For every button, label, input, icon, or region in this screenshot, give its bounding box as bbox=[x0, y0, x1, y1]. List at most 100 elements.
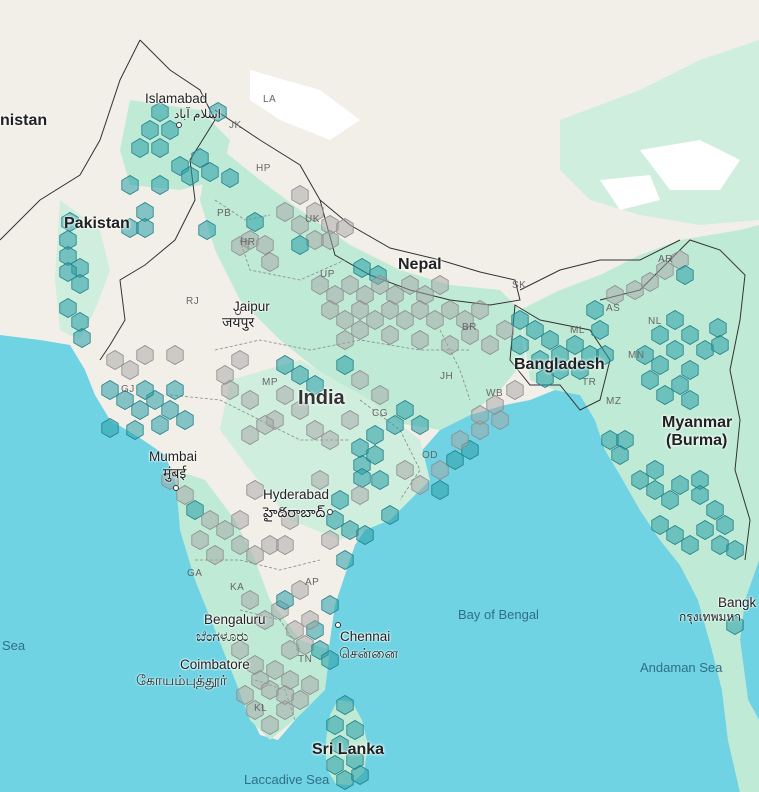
hex-cell-teal[interactable] bbox=[726, 540, 744, 560]
hex-cell-teal[interactable] bbox=[691, 485, 709, 505]
hex-cell-grey[interactable] bbox=[341, 275, 359, 295]
hex-cell-grey[interactable] bbox=[321, 300, 339, 320]
hex-cell-grey[interactable] bbox=[441, 335, 459, 355]
city-label-hyderabad[interactable]: Hyderabad bbox=[263, 487, 330, 502]
hex-cell-teal[interactable] bbox=[706, 500, 724, 520]
hex-cell-teal[interactable] bbox=[696, 520, 714, 540]
hex-cell-teal[interactable] bbox=[321, 595, 339, 615]
hex-cell-grey[interactable] bbox=[276, 385, 294, 405]
hex-cell-teal[interactable] bbox=[166, 380, 184, 400]
hex-cell-teal[interactable] bbox=[136, 218, 154, 238]
hex-cell-teal[interactable] bbox=[511, 310, 529, 330]
hex-cell-grey[interactable] bbox=[431, 275, 449, 295]
city-label-mumbai[interactable]: Mumbai bbox=[149, 449, 198, 464]
hex-cell-grey[interactable] bbox=[106, 350, 124, 370]
city-label-jaipur[interactable]: Jaipur bbox=[233, 299, 270, 314]
hex-cell-grey[interactable] bbox=[306, 420, 324, 440]
hex-cell-teal[interactable] bbox=[326, 510, 344, 530]
hex-cell-teal[interactable] bbox=[186, 500, 204, 520]
hex-cell-teal[interactable] bbox=[511, 335, 529, 355]
hex-cell-grey[interactable] bbox=[206, 545, 224, 565]
hex-cell-grey[interactable] bbox=[381, 325, 399, 345]
hex-cell-teal[interactable] bbox=[161, 400, 179, 420]
hex-cell-teal[interactable] bbox=[291, 235, 309, 255]
hex-cell-grey[interactable] bbox=[411, 300, 429, 320]
hex-cell-grey[interactable] bbox=[256, 235, 274, 255]
hex-cell-grey[interactable] bbox=[451, 430, 469, 450]
hex-cell-teal[interactable] bbox=[176, 410, 194, 430]
hex-cell-grey[interactable] bbox=[231, 535, 249, 555]
hex-cell-teal[interactable] bbox=[321, 650, 339, 670]
hex-cell-teal[interactable] bbox=[671, 475, 689, 495]
hex-cell-grey[interactable] bbox=[606, 285, 624, 305]
hex-cell-teal[interactable] bbox=[331, 735, 349, 755]
hex-cell-teal[interactable] bbox=[536, 368, 554, 388]
hex-cell-teal[interactable] bbox=[201, 162, 219, 182]
hex-cell-grey[interactable] bbox=[336, 218, 354, 238]
hex-cell-teal[interactable] bbox=[59, 298, 77, 318]
hex-cell-teal[interactable] bbox=[431, 480, 449, 500]
hex-cell-teal[interactable] bbox=[651, 355, 669, 375]
hex-cell-teal[interactable] bbox=[101, 418, 119, 438]
hex-cell-teal[interactable] bbox=[306, 375, 324, 395]
hex-cell-teal[interactable] bbox=[336, 355, 354, 375]
hex-cell-grey[interactable] bbox=[261, 680, 279, 700]
hex-cell-grey[interactable] bbox=[491, 410, 509, 430]
hex-cell-grey[interactable] bbox=[231, 510, 249, 530]
hex-cell-grey[interactable] bbox=[261, 715, 279, 735]
hex-cell-grey[interactable] bbox=[396, 460, 414, 480]
hex-cell-teal[interactable] bbox=[681, 535, 699, 555]
hex-cell-teal[interactable] bbox=[136, 380, 154, 400]
hex-cell-teal[interactable] bbox=[641, 370, 659, 390]
hex-cell-teal[interactable] bbox=[131, 138, 149, 158]
hex-cell-grey[interactable] bbox=[276, 700, 294, 720]
hex-cell-teal[interactable] bbox=[191, 148, 209, 168]
hex-cell-grey[interactable] bbox=[291, 185, 309, 205]
city-label-bangkok[interactable]: Bangk bbox=[718, 595, 757, 610]
hex-cell-teal[interactable] bbox=[336, 695, 354, 715]
hex-cell-grey[interactable] bbox=[166, 345, 184, 365]
hex-cell-grey[interactable] bbox=[201, 510, 219, 530]
hex-cell-teal[interactable] bbox=[351, 765, 369, 785]
hex-cell-grey[interactable] bbox=[296, 635, 314, 655]
hex-cell-teal[interactable] bbox=[209, 102, 227, 122]
hex-cell-grey[interactable] bbox=[246, 480, 264, 500]
hex-cell-teal[interactable] bbox=[666, 310, 684, 330]
hex-cell-teal[interactable] bbox=[596, 345, 614, 365]
hex-cell-teal[interactable] bbox=[396, 400, 414, 420]
hex-cell-grey[interactable] bbox=[401, 275, 419, 295]
hex-cell-teal[interactable] bbox=[566, 335, 584, 355]
hex-cell-grey[interactable] bbox=[231, 236, 249, 256]
hex-cell-grey[interactable] bbox=[481, 335, 499, 355]
hex-cell-teal[interactable] bbox=[126, 420, 144, 440]
hex-cell-teal[interactable] bbox=[711, 335, 729, 355]
hex-cell-teal[interactable] bbox=[551, 360, 569, 380]
hex-cell-grey[interactable] bbox=[311, 470, 329, 490]
hex-cell-teal[interactable] bbox=[336, 550, 354, 570]
city-label-chennai[interactable]: Chennai bbox=[340, 629, 391, 644]
hex-cell-teal[interactable] bbox=[353, 258, 371, 278]
hex-cell-teal[interactable] bbox=[276, 355, 294, 375]
hex-cell-grey[interactable] bbox=[161, 470, 179, 490]
hex-cell-grey[interactable] bbox=[281, 640, 299, 660]
hex-cell-grey[interactable] bbox=[136, 345, 154, 365]
hex-cell-teal[interactable] bbox=[141, 120, 159, 140]
hex-cell-teal[interactable] bbox=[291, 365, 309, 385]
hex-cell-teal[interactable] bbox=[661, 490, 679, 510]
hex-cell-grey[interactable] bbox=[121, 360, 139, 380]
hex-cell-teal[interactable] bbox=[651, 515, 669, 535]
hex-cell-teal[interactable] bbox=[651, 325, 669, 345]
hex-cell-teal[interactable] bbox=[371, 470, 389, 490]
hex-cell-teal[interactable] bbox=[59, 262, 77, 282]
hex-cell-grey[interactable] bbox=[411, 330, 429, 350]
hex-cell-grey[interactable] bbox=[461, 325, 479, 345]
hex-cell-grey[interactable] bbox=[371, 275, 389, 295]
hex-cell-grey[interactable] bbox=[441, 300, 459, 320]
hex-cell-teal[interactable] bbox=[446, 450, 464, 470]
hex-cell-grey[interactable] bbox=[301, 610, 319, 630]
hex-cell-teal[interactable] bbox=[151, 175, 169, 195]
hex-cell-grey[interactable] bbox=[276, 535, 294, 555]
hex-cell-teal[interactable] bbox=[181, 166, 199, 186]
hex-cell-teal[interactable] bbox=[151, 102, 169, 122]
